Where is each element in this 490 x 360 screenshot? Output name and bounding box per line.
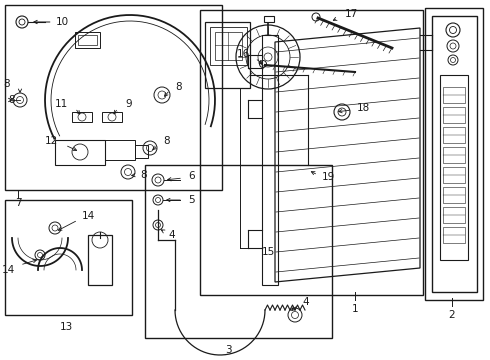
Bar [443,187,465,203]
Text: 3: 3 [225,345,231,355]
Bar [440,75,468,260]
Text: 18: 18 [357,103,370,113]
Bar [75,32,100,48]
Bar [262,35,278,285]
Bar [5,5,222,190]
Bar [443,87,465,103]
Text: 8: 8 [9,95,15,105]
Text: 15: 15 [262,247,275,257]
Bar [443,107,465,123]
Text: 6: 6 [188,171,195,181]
Text: 19: 19 [322,172,335,182]
Bar [264,16,274,22]
Bar [425,8,483,300]
Text: 1: 1 [352,304,358,314]
Text: 13: 13 [59,322,73,332]
Bar [5,200,132,315]
Text: 5: 5 [188,195,195,205]
Bar [72,112,92,122]
Text: 4: 4 [302,297,309,307]
Bar [443,227,465,243]
Text: 10: 10 [34,17,69,27]
Text: 14: 14 [82,211,95,221]
Bar [78,35,97,45]
Text: 4: 4 [168,230,174,240]
Bar [443,207,465,223]
Bar [432,16,477,292]
Bar [205,22,250,88]
Text: 8: 8 [163,136,170,146]
Bar [443,167,465,183]
Bar [200,10,423,295]
Bar [102,112,122,122]
Text: 7: 7 [15,198,21,208]
Text: 9: 9 [125,99,132,109]
Text: 14: 14 [2,265,15,275]
Text: 8: 8 [140,170,147,180]
Bar [210,27,247,65]
Bar [135,145,148,158]
Bar [145,165,332,338]
Text: 16: 16 [237,49,250,59]
Text: 8: 8 [175,82,182,92]
Bar [443,127,465,143]
Bar [88,235,112,285]
Text: 11: 11 [55,99,68,109]
Text: 2: 2 [449,310,455,320]
Text: 8: 8 [3,79,10,89]
Text: 17: 17 [345,9,358,19]
Bar [443,147,465,163]
Bar [105,140,135,160]
Bar [55,140,105,165]
Bar [215,32,242,60]
Text: 12: 12 [45,136,58,146]
